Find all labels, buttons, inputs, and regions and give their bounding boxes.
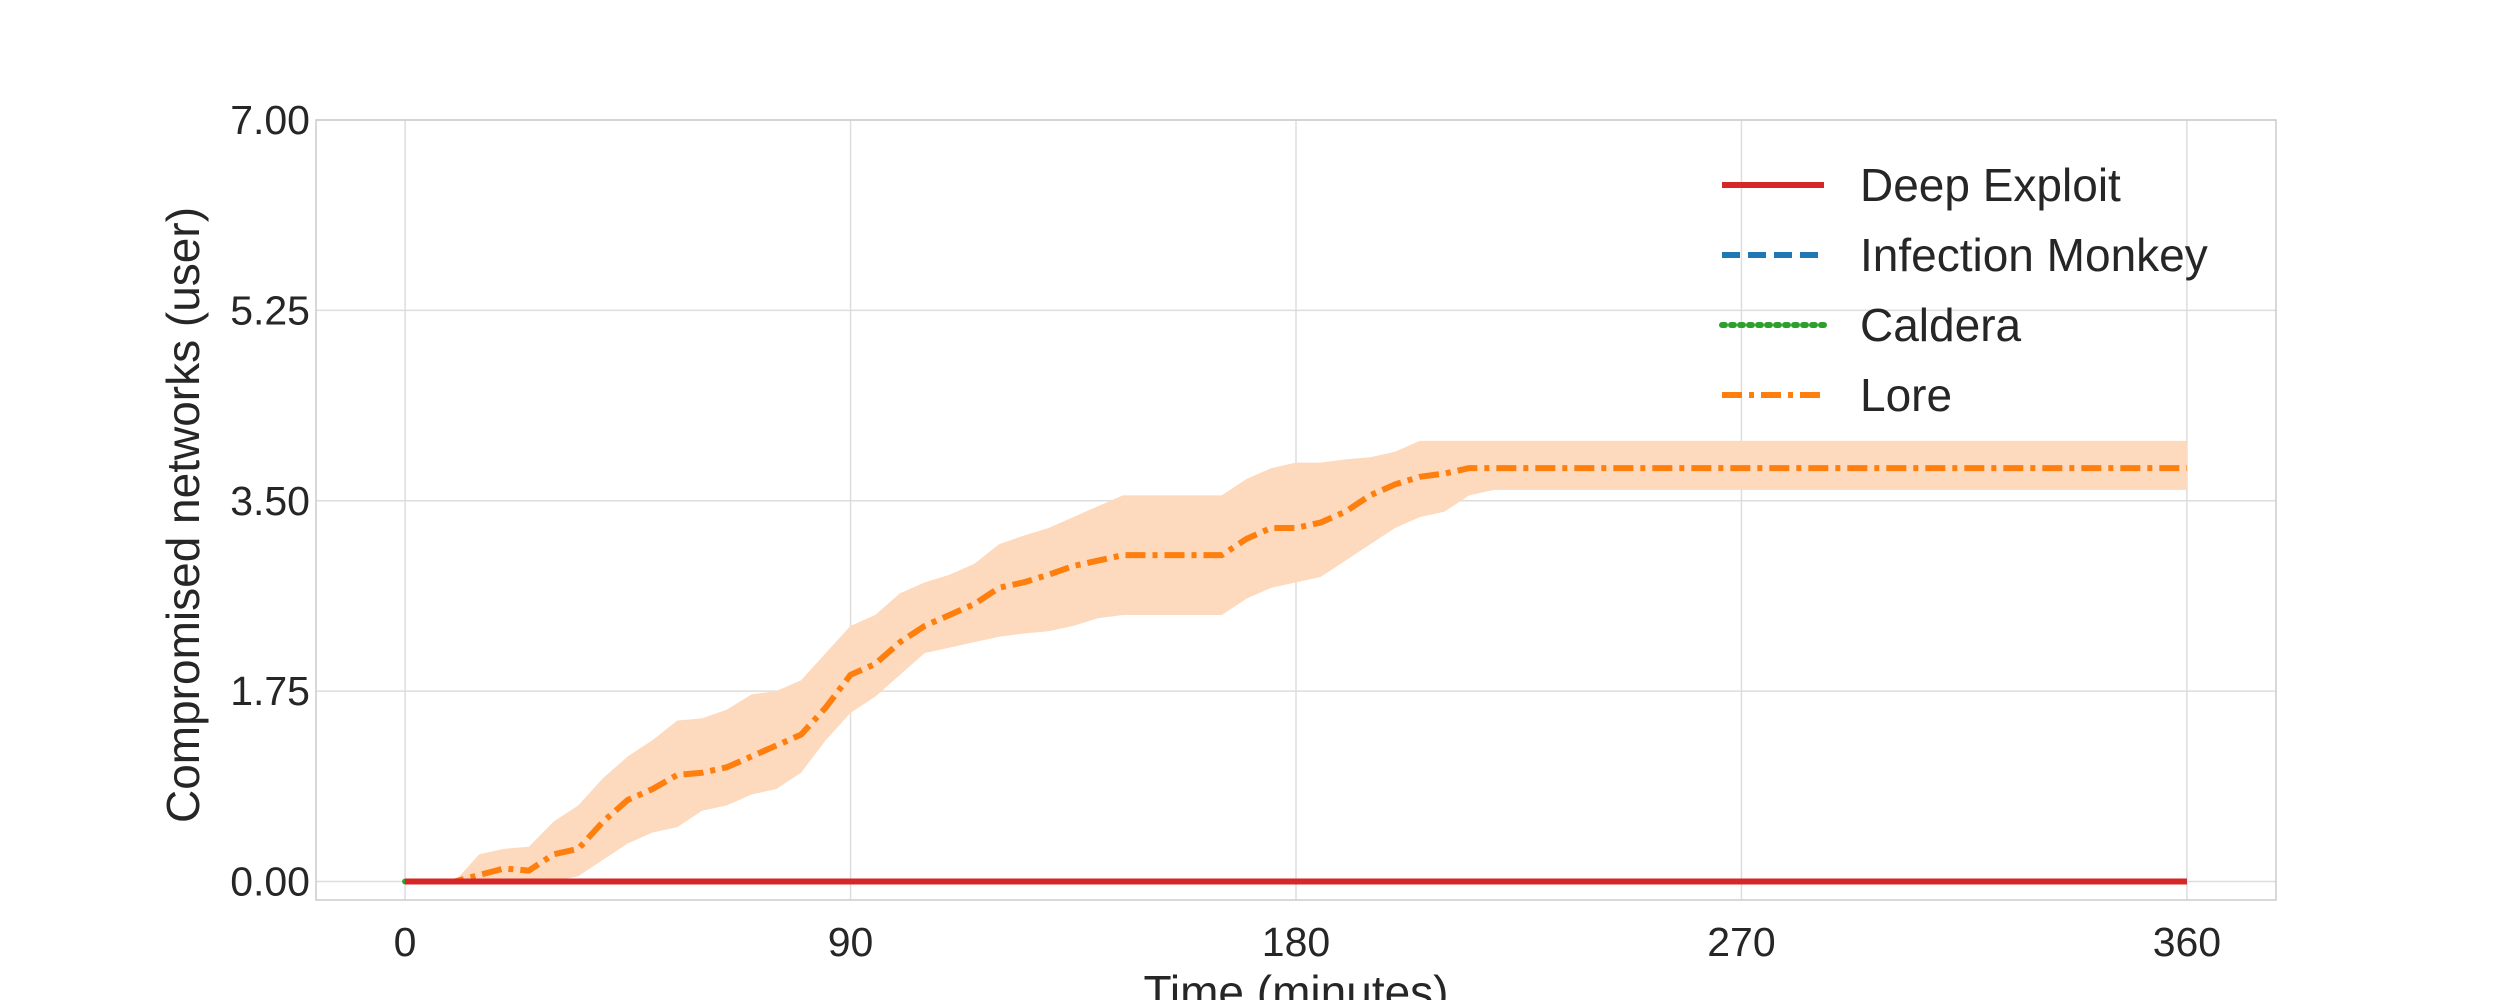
x-tick-label: 360 [2153,919,2221,965]
x-tick-label: 270 [1707,919,1775,965]
y-tick-label: 0.00 [230,859,310,905]
x-axis-ticks: 0 90 180 270 360 [394,919,2221,965]
x-axis-label: Time (minutes) [1144,966,1449,1000]
legend: Deep Exploit Infection Monkey Caldera Lore [1719,159,2208,421]
y-axis-label: Compromised networks (user) [157,207,209,823]
y-tick-label: 5.25 [230,287,310,333]
legend-label: Lore [1860,369,1952,421]
legend-label: Infection Monkey [1860,229,2208,281]
confidence-bands [405,440,2187,884]
y-axis-ticks: 0.00 1.75 3.50 5.25 7.00 [230,97,310,905]
legend-label: Deep Exploit [1860,159,2121,211]
x-tick-label: 90 [828,919,874,965]
y-tick-label: 7.00 [230,97,310,143]
plot-frame [315,119,2277,901]
y-tick-label: 1.75 [230,668,310,714]
series-lines [402,465,2190,885]
band-lore [405,440,2187,884]
y-tick-label: 3.50 [230,478,310,524]
x-tick-label: 180 [1262,919,1330,965]
legend-label: Caldera [1860,299,2022,351]
x-tick-label: 0 [394,919,417,965]
